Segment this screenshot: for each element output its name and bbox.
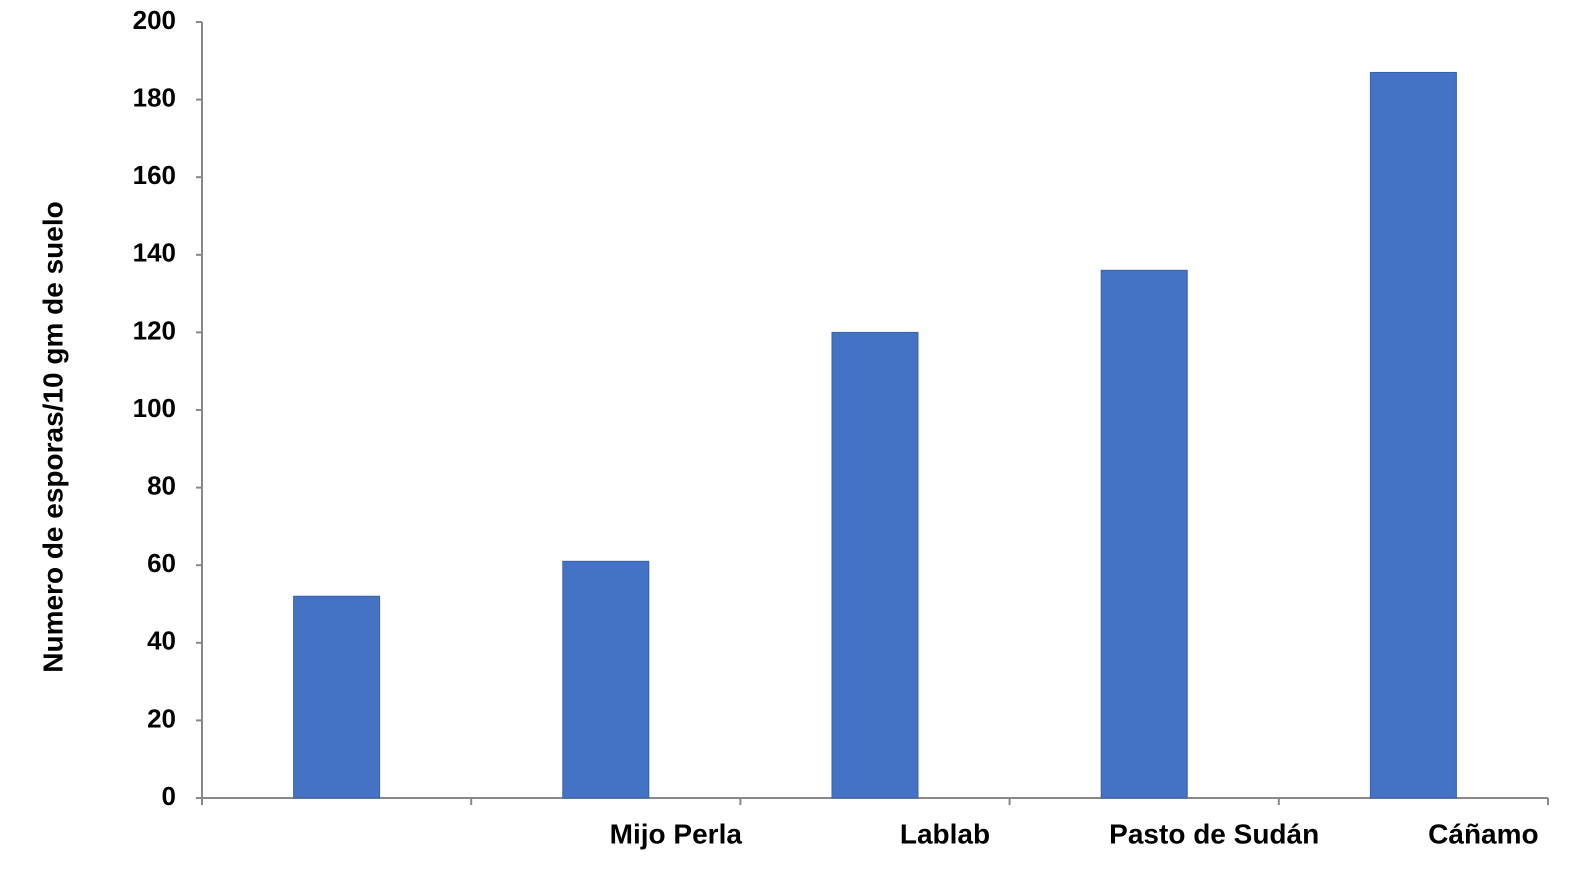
x-tick-label: Cáñamo [1428, 818, 1538, 849]
y-tick-label: 60 [147, 548, 176, 578]
y-tick-label: 160 [133, 160, 176, 190]
y-tick-label: 80 [147, 470, 176, 500]
y-tick-label: 140 [133, 238, 176, 268]
y-tick-label: 20 [147, 703, 176, 733]
bar [1100, 269, 1188, 799]
bar [831, 331, 919, 799]
bar [562, 560, 650, 799]
bar [1369, 71, 1457, 799]
y-tick-label: 180 [133, 82, 176, 112]
y-tick-label: 40 [147, 626, 176, 656]
y-tick-label: 200 [133, 5, 176, 35]
x-tick-label: Pasto de Sudán [1109, 818, 1319, 849]
y-tick-label: 120 [133, 315, 176, 345]
y-tick-label: 100 [133, 393, 176, 423]
bar [293, 595, 381, 799]
x-tick-label: Lablab [900, 818, 990, 849]
y-tick-label: 0 [162, 781, 176, 811]
x-tick-label: Mijo Perla [610, 818, 743, 849]
y-axis-title: Numero de esporas/10 gm de suelo [37, 201, 68, 673]
